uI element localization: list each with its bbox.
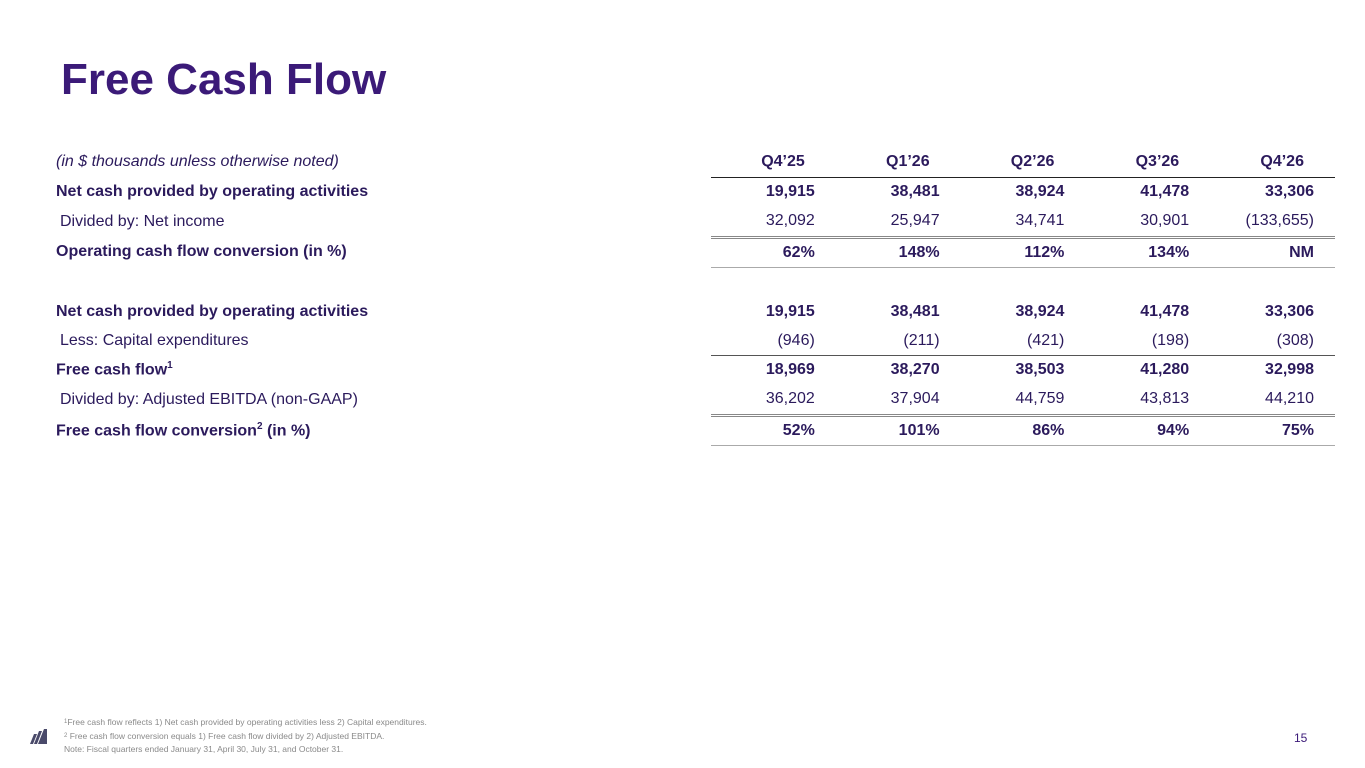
table-header-row: (in $ thousands unless otherwise noted) … (56, 147, 1335, 178)
cell-value: 19,915 (765, 302, 815, 320)
column-header: Q1’26 (886, 153, 930, 170)
row-label: Operating cash flow conversion (in %) (56, 243, 347, 261)
cell-value: 44,759 (1015, 390, 1065, 408)
cell-value: 18,969 (765, 361, 815, 379)
cell-value: 38,481 (890, 183, 940, 201)
footnote: 2 Free cash flow conversion equals 1) Fr… (64, 730, 385, 741)
page-number: 15 (1294, 731, 1308, 745)
cell-value: 148% (898, 243, 940, 261)
row-label: Divided by: Adjusted EBITDA (non-GAAP) (60, 390, 358, 408)
row-label: Net cash provided by operating activitie… (56, 302, 369, 320)
cell-value: 41,478 (1140, 183, 1190, 201)
footnote: 1Free cash flow reflects 1) Net cash pro… (64, 717, 427, 727)
page-title: Free Cash Flow (61, 55, 387, 104)
cell-value: 38,270 (890, 361, 940, 379)
cell-value: 32,998 (1265, 361, 1314, 379)
cell-value: (133,655) (1245, 212, 1314, 230)
table-row: Operating cash flow conversion (in %) 62%… (56, 237, 1335, 269)
cell-value: 94% (1157, 421, 1190, 439)
cell-value: 101% (898, 421, 940, 439)
spacer-row (56, 268, 1335, 298)
footnote-note: Note: Fiscal quarters ended January 31, … (64, 744, 344, 754)
cell-value: 38,924 (1015, 302, 1065, 320)
cell-value: 25,947 (890, 212, 940, 230)
cell-value: 19,915 (765, 183, 815, 201)
cell-value: 36,202 (765, 390, 815, 408)
cell-value: 44,210 (1265, 390, 1314, 408)
cell-value: (308) (1276, 331, 1314, 349)
cell-value: 52% (782, 421, 815, 439)
row-label: Net cash provided by operating activitie… (56, 183, 369, 201)
cell-value: 32,092 (765, 212, 815, 230)
cell-value: (421) (1027, 331, 1065, 349)
cell-value: (946) (777, 331, 815, 349)
cell-value: 75% (1281, 421, 1314, 439)
column-header: Q4’25 (761, 153, 805, 170)
row-label: Free cash flow conversion2 (in %) (56, 420, 311, 440)
table-row: Divided by: Net income 32,092 25,947 34,741… (56, 206, 1335, 239)
company-logo-icon (30, 729, 47, 744)
cell-value: 33,306 (1265, 302, 1314, 320)
cell-value: 134% (1148, 243, 1190, 261)
cell-value: 38,481 (890, 302, 940, 320)
cell-value: 43,813 (1140, 390, 1190, 408)
free-cash-flow-table: (in $ thousands unless otherwise noted) … (56, 147, 1335, 447)
cell-value: 37,904 (890, 390, 940, 408)
cell-value: 34,741 (1015, 212, 1065, 230)
cell-value: 112% (1024, 243, 1065, 261)
cell-value: 41,478 (1140, 302, 1190, 320)
cell-value: 41,280 (1140, 361, 1190, 379)
cell-value: 33,306 (1265, 183, 1314, 201)
cell-value: (211) (903, 331, 940, 349)
cell-value: (198) (1151, 331, 1190, 349)
table-row: Divided by: Adjusted EBITDA (non-GAAP) 36… (56, 384, 1335, 417)
table-row: Net cash provided by operating activitie… (56, 178, 1335, 207)
cell-value: 86% (1032, 421, 1065, 439)
footnotes: 1Free cash flow reflects 1) Net cash pro… (64, 716, 427, 757)
cell-value: 38,924 (1015, 183, 1065, 201)
units-note: (in $ thousands unless otherwise noted) (56, 153, 339, 171)
column-header: Q3’26 (1135, 153, 1180, 170)
cell-value: 38,503 (1015, 361, 1065, 379)
table-row: Free cash flow1 18,969 38,270 38,503 41,280 3… (56, 355, 1335, 384)
row-label: Less: Capital expenditures (60, 331, 249, 349)
row-label: Free cash flow1 (56, 360, 173, 379)
cell-value: NM (1289, 243, 1314, 261)
cell-value: 30,901 (1140, 212, 1190, 230)
column-header: Q2’26 (1010, 153, 1055, 170)
row-label: Divided by: Net income (60, 212, 225, 230)
table-row: Less: Capital expenditures (946) (211) (421… (56, 326, 1335, 356)
cell-value: 62% (782, 243, 815, 261)
table-row: Net cash provided by operating activitie… (56, 297, 1335, 326)
column-header: Q4’26 (1260, 153, 1304, 170)
table-row: Free cash flow conversion2 (in %) 52% 101%… (56, 415, 1335, 447)
